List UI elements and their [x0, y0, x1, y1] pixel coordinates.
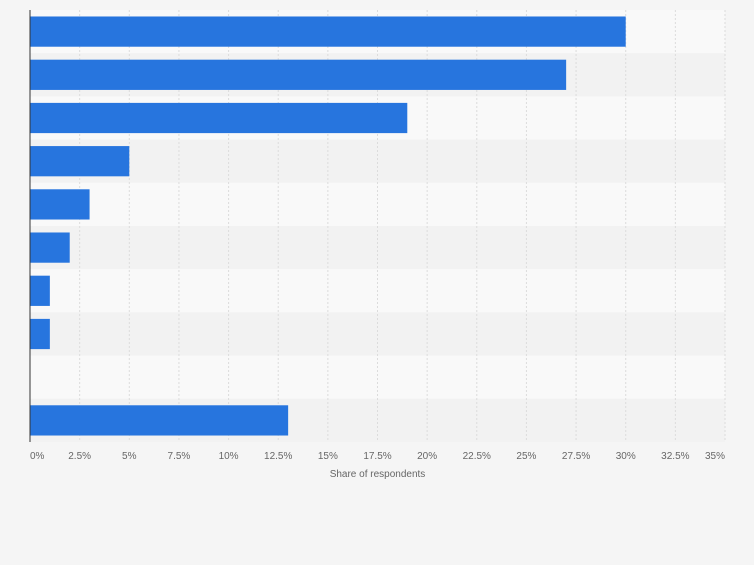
- bars: [30, 16, 626, 436]
- x-tick-label: 7.5%: [168, 451, 191, 462]
- x-axis-ticks: 0% 2.5% 5% 7.5% 10% 12.5% 15% 17.5% 20% 22.5% 25% 2…: [30, 451, 725, 462]
- x-tick-label: 0%: [30, 451, 45, 462]
- x-tick-label: 35%: [705, 451, 725, 462]
- x-tick-label: 27.5%: [562, 451, 590, 462]
- x-tick-label: 20%: [417, 451, 437, 462]
- bar[interactable]: [30, 146, 130, 177]
- bar[interactable]: [30, 405, 289, 436]
- x-tick-label: 22.5%: [463, 451, 491, 462]
- bar[interactable]: [30, 59, 567, 90]
- x-tick-label: 15%: [318, 451, 338, 462]
- bar[interactable]: [30, 189, 90, 220]
- x-tick-label: 10%: [219, 451, 239, 462]
- x-tick-label: 5%: [122, 451, 137, 462]
- bar[interactable]: [30, 102, 408, 134]
- x-tick-label: 12.5%: [264, 451, 292, 462]
- x-tick-label: 30%: [616, 451, 636, 462]
- x-tick-label: 25%: [516, 451, 536, 462]
- x-tick-label: 2.5%: [68, 451, 91, 462]
- x-tick-label: 32.5%: [661, 451, 689, 462]
- x-axis-title: Share of respondents: [330, 469, 426, 480]
- bar[interactable]: [30, 232, 70, 263]
- bar[interactable]: [30, 275, 50, 306]
- bar[interactable]: [30, 318, 50, 350]
- bar[interactable]: [30, 16, 626, 47]
- x-tick-label: 17.5%: [363, 451, 391, 462]
